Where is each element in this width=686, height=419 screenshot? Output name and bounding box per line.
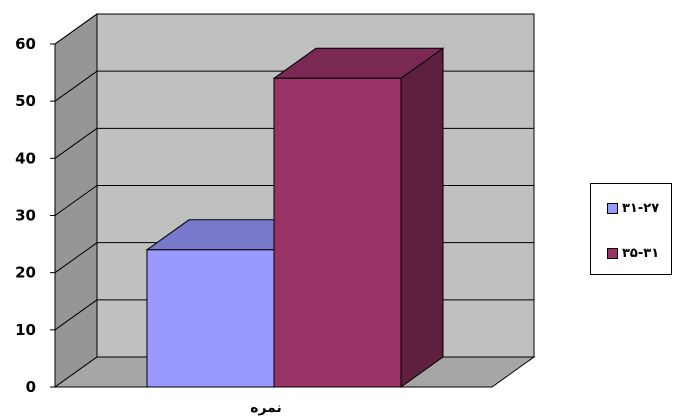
gridline-side: [54, 185, 98, 216]
legend-swatch-series-2: [607, 248, 618, 259]
y-tick-label: 0: [26, 378, 36, 396]
y-tick-label: 60: [15, 35, 36, 53]
bar-front-face: [273, 77, 402, 388]
bar-series-2: [272, 47, 445, 388]
y-tick-label: 20: [15, 264, 36, 282]
legend-item-series-1: ۳۱-۲۷: [607, 201, 659, 216]
legend-item-series-2: ۳۵-۳۱: [607, 246, 659, 261]
legend: ۳۱-۲۷ ۳۵-۳۱: [590, 183, 672, 275]
bar-front-face: [146, 249, 275, 388]
gridline-side: [54, 127, 98, 159]
bar-side-face: [400, 47, 444, 388]
legend-label-series-1: ۳۱-۲۷: [622, 201, 660, 216]
y-tick-label: 50: [15, 92, 36, 110]
y-tick-label: 30: [15, 207, 36, 225]
gridline-side: [54, 13, 98, 45]
y-tick-label: 40: [15, 149, 36, 167]
gridline-side: [54, 242, 98, 274]
legend-label-series-2: ۳۵-۳۱: [622, 246, 660, 261]
x-category-label: نمره: [250, 400, 282, 416]
gridline-side: [54, 299, 98, 331]
legend-swatch-series-1: [607, 203, 618, 214]
gridline-side: [54, 70, 98, 102]
y-tick-label: 10: [15, 321, 36, 339]
